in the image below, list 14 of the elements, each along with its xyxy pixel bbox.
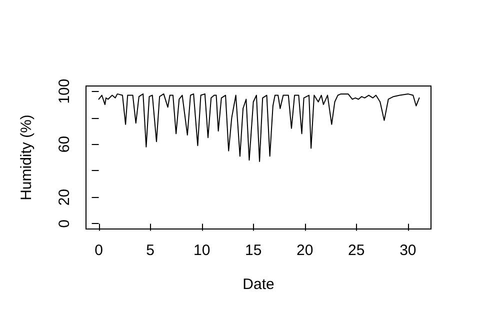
x-tick-label: 20 xyxy=(296,242,314,259)
x-tick-label: 30 xyxy=(400,242,416,259)
x-tick-label: 15 xyxy=(245,242,262,259)
x-tick-label: 10 xyxy=(193,242,210,259)
line-series xyxy=(98,93,420,162)
y-axis-title: Humidity (%) xyxy=(18,114,35,200)
x-axis-title: Date xyxy=(242,276,274,293)
y-tick-label: 60 xyxy=(56,136,73,153)
x-tick-label: 0 xyxy=(94,242,103,259)
x-tick-label: 25 xyxy=(348,242,365,259)
y-tick-label: 20 xyxy=(56,188,73,206)
y-tick-label: 100 xyxy=(56,78,73,104)
y-tick-label: 0 xyxy=(56,220,73,228)
x-tick-label: 5 xyxy=(146,242,154,259)
